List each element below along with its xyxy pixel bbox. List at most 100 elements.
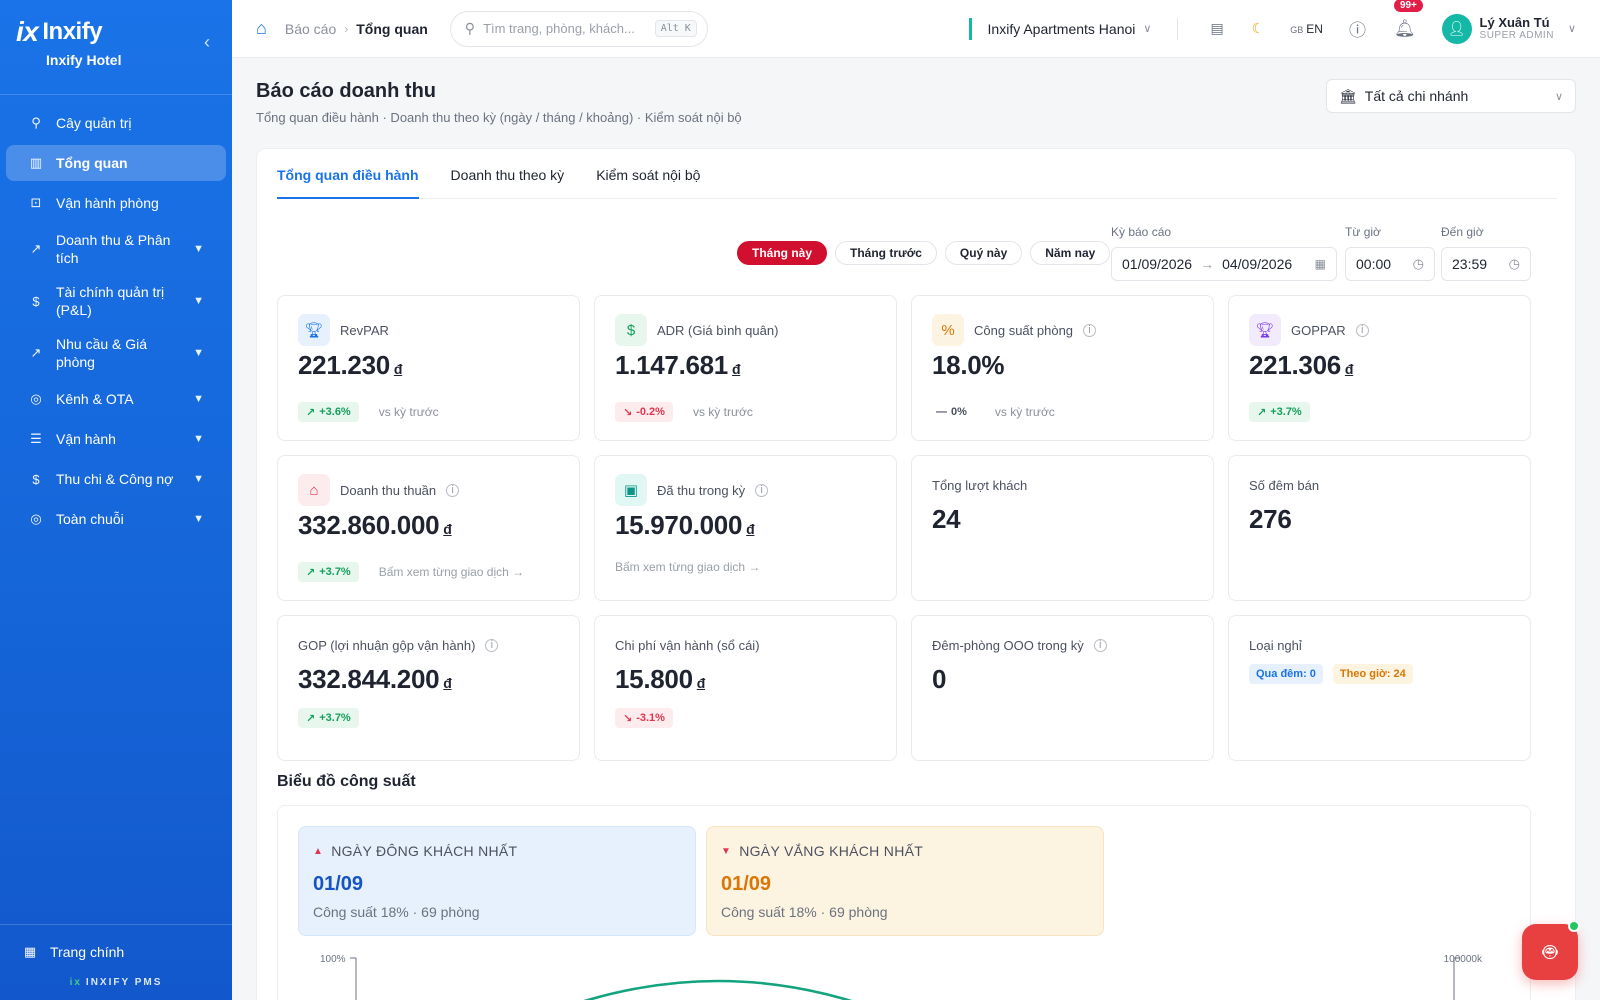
layout-icon[interactable]: ▤	[1210, 20, 1224, 36]
globe-icon: ◎	[30, 391, 42, 406]
sidebar-footer: ▦ Trang chính ix INXIFY PMS	[0, 924, 232, 1000]
sidebar-item-revenue-analysis[interactable]: ↗ Doanh thu & Phân tích ▼	[6, 225, 226, 273]
search-icon: ⚲	[464, 20, 476, 36]
line-chart-icon: ↗	[30, 241, 42, 256]
header-divider	[1177, 17, 1179, 40]
main-home-link[interactable]: ▦ Trang chính	[0, 937, 232, 967]
kpi-number: 18.0%	[932, 350, 1005, 380]
user-menu[interactable]: 👤︎ Lý Xuân Tú SUPER ADMIN ∨	[1441, 13, 1576, 44]
delta-badge: — 0%	[932, 402, 975, 422]
help-icon[interactable]: ⓘ	[1348, 21, 1366, 40]
period-this-year-button[interactable]: Năm nay	[1030, 241, 1111, 265]
language-switch[interactable]: GB EN	[1290, 22, 1323, 36]
global-search[interactable]: ⚲ Alt K	[449, 10, 708, 47]
kpi-header: Loại nghỉ	[1249, 638, 1302, 653]
kpi-net-revenue[interactable]: ⌂ Doanh thu thuần i 332.860.000 đ ↗ +3.7% …	[277, 455, 580, 601]
branch-select[interactable]: 🏛︎ Tất cả chi nhánh ∨	[1326, 79, 1576, 113]
org-tree-icon: ⚲	[31, 115, 41, 130]
sidebar-item-label: Toàn chuỗi	[56, 511, 124, 527]
date-range-picker[interactable]: 01/09/2026 → 04/09/2026 ▦	[1111, 247, 1337, 281]
kpi-header: 🏆︎ GOPPAR i	[1249, 314, 1369, 346]
chevron-down-icon: ▼	[193, 295, 204, 307]
date-to[interactable]: 04/09/2026	[1222, 256, 1293, 272]
occupancy-chart-plot	[350, 957, 1460, 1000]
sidebar-item-chain[interactable]: ◎ Toàn chuỗi ▼	[6, 501, 226, 537]
clock-icon: ◷	[1412, 256, 1424, 271]
date-from[interactable]: 01/09/2026	[1122, 256, 1193, 272]
view-transactions-link[interactable]: Bấm xem từng giao dịch →	[378, 565, 525, 579]
page-title: Báo cáo doanh thu	[256, 80, 436, 102]
kpi-value: 332.860.000 đ	[298, 510, 452, 541]
info-icon[interactable]: i	[755, 483, 769, 497]
kpi-label: RevPAR	[340, 322, 389, 338]
sidebar-item-label: Kênh & OTA	[56, 391, 134, 407]
sidebar-item-finance-pl[interactable]: $ Tài chính quản trị (P&L) ▼	[6, 277, 226, 325]
sidebar-item-overview[interactable]: ▥ Tổng quan	[6, 145, 226, 181]
occupancy-line	[583, 979, 853, 1000]
dollar-circle-icon: $	[615, 314, 647, 346]
info-icon[interactable]: i	[1083, 323, 1097, 337]
kpi-header: Tổng lượt khách	[932, 478, 1027, 493]
quietest-day-card: ▼ NGÀY VẮNG KHÁCH NHẤT 01/09 Công suất 18…	[706, 826, 1104, 936]
search-input[interactable]	[483, 21, 647, 36]
kpi-value: 221.230 đ	[298, 350, 402, 381]
period-this-quarter-button[interactable]: Quý này	[944, 241, 1023, 265]
tab-internal-control[interactable]: Kiểm soát nội bộ	[596, 167, 701, 183]
sidebar-item-operations[interactable]: ☰ Vận hành ▼	[6, 421, 226, 457]
sidebar-item-label: Vận hành phòng	[56, 195, 159, 211]
tab-revenue-by-period[interactable]: Doanh thu theo kỳ	[450, 167, 565, 183]
kpi-header: Chi phí vận hành (sổ cái)	[615, 638, 760, 653]
to-time-value: 23:59	[1452, 256, 1488, 272]
from-time-value: 00:00	[1356, 256, 1392, 272]
period-last-month-button[interactable]: Tháng trước	[835, 241, 937, 265]
kpi-number: 332.860.000	[298, 510, 440, 540]
dark-mode-icon[interactable]: ☾	[1251, 20, 1265, 36]
sidebar-item-demand-pricing[interactable]: ↗ Nhu cầu & Giá phòng ▼	[6, 329, 226, 377]
kpi-value: 18.0%	[932, 350, 1005, 381]
info-icon[interactable]: i	[1355, 323, 1369, 337]
kpi-label: Đêm-phòng OOO trong kỳ	[932, 638, 1084, 653]
globe-chain-icon: ◎	[30, 511, 42, 526]
triangle-down-icon: ▼	[721, 845, 732, 857]
brand-logo[interactable]: ix Inxify	[16, 16, 232, 48]
sidebar-item-room-ops[interactable]: ⊡ Vận hành phòng	[6, 185, 226, 221]
trend-down-icon: ↘	[623, 712, 633, 725]
kpi-footer: ↘ -0.2% vs kỳ trước	[615, 402, 753, 422]
compare-text: vs kỳ trước	[378, 405, 439, 419]
pms-logo-icon: ix	[69, 977, 82, 988]
kpi-header: 🏆︎ RevPAR	[298, 314, 389, 346]
breadcrumb-parent[interactable]: Báo cáo	[284, 20, 337, 37]
chevron-down-icon: ▼	[193, 513, 204, 525]
kpi-label: Chi phí vận hành (sổ cái)	[615, 638, 760, 653]
user-name: Lý Xuân Tú	[1479, 15, 1550, 30]
tab-executive-overview[interactable]: Tổng quan điều hành	[277, 149, 419, 199]
sidebar-item-channels-ota[interactable]: ◎ Kênh & OTA ▼	[6, 381, 226, 417]
breadcrumb-separator: ›	[344, 21, 349, 36]
to-time-picker[interactable]: 23:59 ◷	[1441, 247, 1531, 281]
kpi-header: Đêm-phòng OOO trong kỳ i	[932, 638, 1107, 653]
hotel-selector[interactable]: Inxify Apartments Hanoi ∨	[968, 17, 1152, 40]
chevron-down-icon: ∨	[1143, 23, 1152, 35]
from-time-picker[interactable]: 00:00 ◷	[1345, 247, 1435, 281]
notification-bell-icon[interactable]: 🔔︎ 99+	[1393, 0, 1423, 39]
info-icon[interactable]: i	[446, 483, 460, 497]
sidebar-item-income-expense[interactable]: $ Thu chi & Công nợ ▼	[6, 461, 226, 497]
sidebar-item-admin-tree[interactable]: ⚲ Cây quản trị	[6, 105, 226, 141]
collapse-sidebar-icon[interactable]: ‹	[204, 32, 210, 52]
kpi-collected[interactable]: ▣ Đã thu trong kỳ i 15.970.000 đ Bấm xem …	[594, 455, 897, 601]
kpi-stay-type: Loại nghỉ Qua đêm: 0 Theo giờ: 24	[1228, 615, 1531, 761]
y-axis-left-max: 100%	[320, 954, 346, 965]
sidebar: ix Inxify Inxify Hotel ‹ ⚲ Cây quản trị …	[0, 0, 232, 1000]
trend-up-icon: ↗	[306, 566, 316, 579]
chatbot-button[interactable]: 🤖︎	[1522, 920, 1580, 980]
dollar-circle-icon: $	[32, 293, 40, 309]
view-transactions-link[interactable]: Bấm xem từng giao dịch →	[615, 560, 761, 574]
grid-icon: ▦	[23, 944, 37, 959]
period-this-month-button[interactable]: Tháng này	[737, 241, 828, 265]
info-icon[interactable]: i	[485, 639, 499, 652]
notification-badge: 99+	[1393, 0, 1423, 12]
info-icon[interactable]: i	[1093, 639, 1107, 652]
delta-badge: ↗ +3.7%	[298, 708, 359, 728]
currency: đ	[393, 361, 403, 377]
home-icon[interactable]: ⌂	[256, 18, 267, 38]
